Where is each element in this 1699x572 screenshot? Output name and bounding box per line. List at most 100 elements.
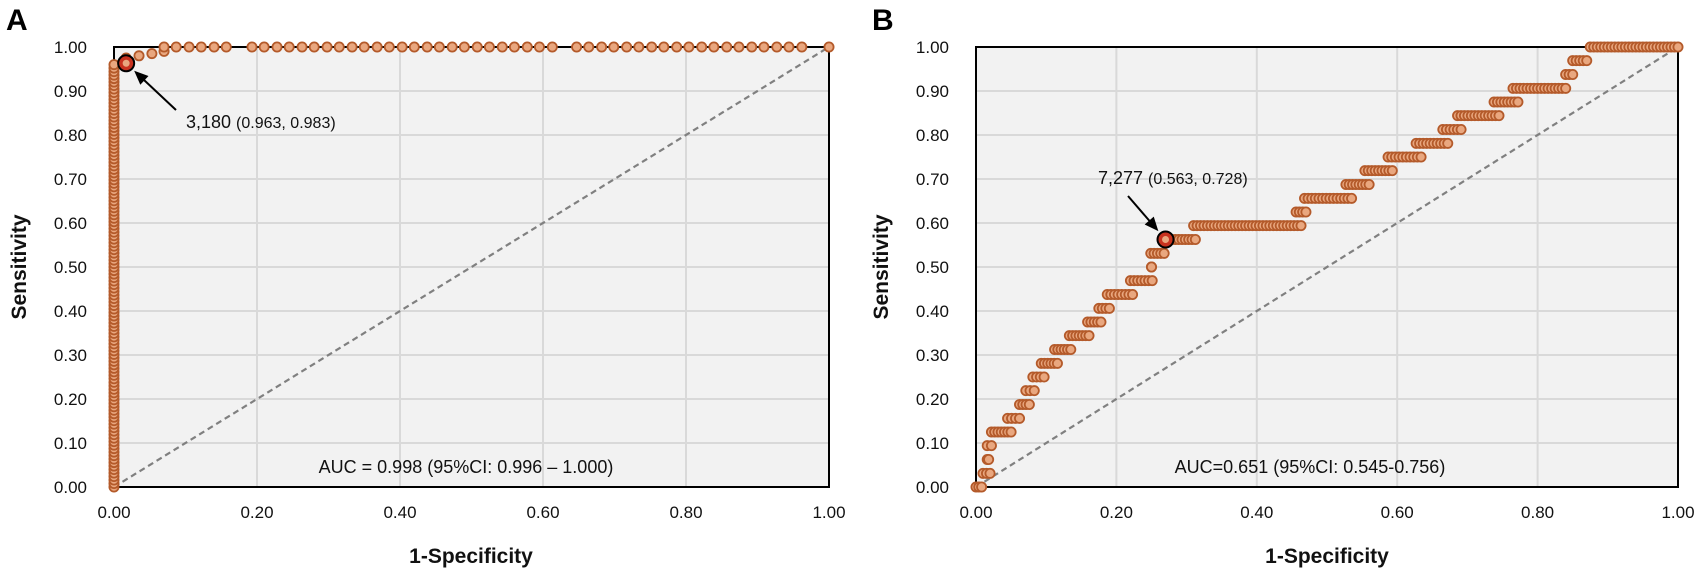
- x-tick-label: 0.00: [97, 503, 130, 522]
- y-tick-label: 0.10: [916, 434, 949, 453]
- roc-point: [246, 41, 258, 53]
- cutoff-value: 3,180: [186, 112, 236, 132]
- roc-point: [108, 59, 120, 71]
- roc-point: [258, 41, 270, 53]
- auc-label: AUC = 0.998 (95%CI: 0.996 – 1.000): [319, 457, 614, 477]
- roc-point: [621, 41, 633, 53]
- cutoff-annotation: 3,180 (0.963, 0.983): [186, 112, 336, 132]
- roc-point: [1023, 398, 1035, 410]
- y-tick-label: 0.80: [916, 126, 949, 145]
- y-tick-label: 0.00: [916, 478, 949, 497]
- roc-point: [596, 41, 608, 53]
- cutoff-coordinates: (0.563, 0.728): [1148, 171, 1248, 188]
- roc-point: [976, 481, 988, 493]
- x-axis-title: 1-Specificity: [1265, 545, 1389, 568]
- roc-point: [683, 41, 695, 53]
- roc-point: [433, 41, 445, 53]
- roc-point: [733, 41, 745, 53]
- roc-panel-a: A Sensitivity 1-Specificity 0.00 0.20 0.40…: [6, 4, 846, 568]
- y-tick-label: 0.10: [54, 434, 87, 453]
- x-tick-label: 0.40: [1240, 503, 1273, 522]
- y-tick-label: 0.30: [54, 346, 87, 365]
- roc-point: [371, 41, 383, 53]
- x-tick-label: 1.00: [1661, 503, 1694, 522]
- roc-point: [1455, 124, 1467, 136]
- roc-point: [658, 41, 670, 53]
- y-tick-label: 1.00: [54, 38, 87, 57]
- optimal-cutoff-point-center: [122, 59, 130, 67]
- y-tick-label: 0.40: [54, 302, 87, 321]
- x-tick-label: 0.40: [383, 503, 416, 522]
- roc-point: [146, 48, 158, 60]
- x-tick-label: 0.20: [240, 503, 273, 522]
- roc-point: [195, 41, 207, 53]
- x-tick-label: 1.00: [812, 503, 845, 522]
- arrow-head-icon: [134, 70, 149, 85]
- roc-point: [220, 41, 232, 53]
- y-tick-label: 0.90: [54, 82, 87, 101]
- roc-point: [633, 41, 645, 53]
- y-tick-label: 0.20: [916, 390, 949, 409]
- roc-point: [321, 41, 333, 53]
- roc-point: [1300, 206, 1312, 218]
- y-tick-label: 0.50: [916, 258, 949, 277]
- roc-point: [1442, 137, 1454, 149]
- cutoff-annotation: 7,277 (0.563, 0.728): [1098, 168, 1248, 188]
- roc-point: [183, 41, 195, 53]
- x-tick-label: 0.00: [959, 503, 992, 522]
- panel-label: A: [6, 4, 28, 37]
- roc-point: [546, 41, 558, 53]
- y-tick-label: 0.60: [916, 214, 949, 233]
- roc-point: [696, 41, 708, 53]
- roc-point: [533, 41, 545, 53]
- roc-point: [1581, 55, 1593, 67]
- roc-point: [1095, 316, 1107, 328]
- roc-point: [483, 41, 495, 53]
- roc-point: [671, 41, 683, 53]
- roc-point: [521, 41, 533, 53]
- x-tick-label: 0.60: [1381, 503, 1414, 522]
- roc-point: [396, 41, 408, 53]
- roc-point: [1386, 165, 1398, 177]
- roc-point: [446, 41, 458, 53]
- roc-point: [1158, 247, 1170, 259]
- x-tick-label: 0.20: [1100, 503, 1133, 522]
- roc-point: [1083, 330, 1095, 342]
- roc-point: [1512, 96, 1524, 108]
- roc-point: [1014, 412, 1026, 424]
- roc-point: [408, 41, 420, 53]
- roc-point: [283, 41, 295, 53]
- y-tick-label: 0.50: [54, 258, 87, 277]
- arrow-head-icon: [1144, 216, 1159, 232]
- roc-point: [308, 41, 320, 53]
- roc-point: [508, 41, 520, 53]
- roc-point: [1028, 385, 1040, 397]
- roc-point: [1295, 220, 1307, 232]
- x-tick-label: 0.80: [669, 503, 702, 522]
- x-tick-label: 0.60: [526, 503, 559, 522]
- x-tick-label: 0.80: [1521, 503, 1554, 522]
- roc-point: [608, 41, 620, 53]
- roc-point: [271, 41, 283, 53]
- y-tick-label: 0.90: [916, 82, 949, 101]
- roc-point: [1363, 178, 1375, 190]
- roc-point: [333, 41, 345, 53]
- y-tick-label: 1.00: [916, 38, 949, 57]
- annotation-arrow: [1127, 195, 1154, 226]
- roc-point: [583, 41, 595, 53]
- roc-point: [1127, 288, 1139, 300]
- y-axis-title: Sensitivity: [8, 214, 31, 319]
- y-tick-label: 0.60: [54, 214, 87, 233]
- y-tick-label: 0.30: [916, 346, 949, 365]
- roc-point: [1415, 151, 1427, 163]
- roc-point: [646, 41, 658, 53]
- roc-point: [823, 41, 835, 53]
- y-axis-title: Sensitivity: [870, 214, 893, 319]
- roc-point: [496, 41, 508, 53]
- roc-point: [796, 41, 808, 53]
- roc-point: [1146, 275, 1158, 287]
- y-tick-label: 0.00: [54, 478, 87, 497]
- roc-point: [1051, 357, 1063, 369]
- optimal-cutoff-point-center: [1162, 236, 1170, 243]
- roc-point: [1346, 192, 1358, 204]
